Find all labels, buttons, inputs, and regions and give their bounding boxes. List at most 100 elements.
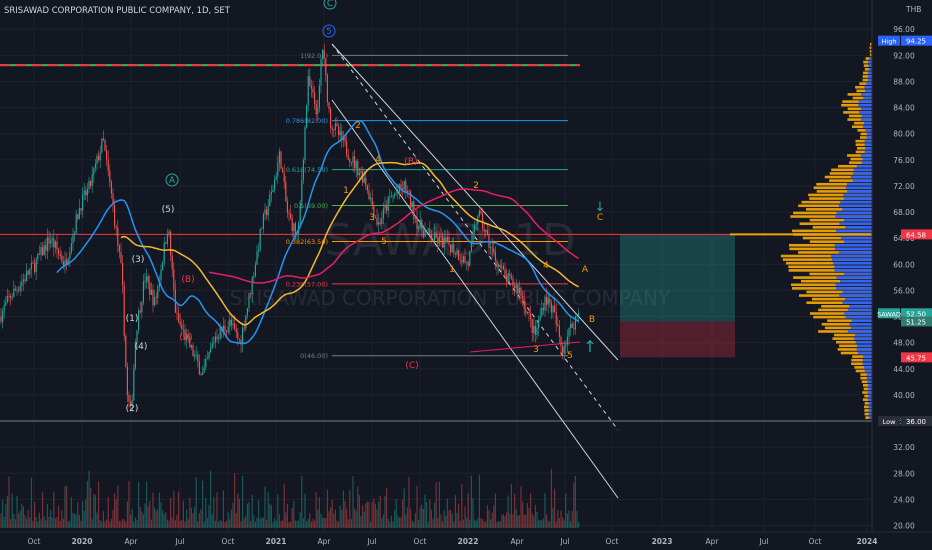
candle-body <box>243 327 245 329</box>
volume-bar <box>490 519 492 528</box>
volume-profile-row-total <box>854 366 872 369</box>
volume-bar <box>450 510 452 528</box>
volume-profile-row-up <box>864 366 872 369</box>
channel-lower-line[interactable] <box>331 99 619 499</box>
volume-profile-row-total <box>840 351 872 355</box>
volume-bar <box>278 514 280 528</box>
bottom-trend-line[interactable] <box>469 341 581 353</box>
candle-body <box>509 273 511 276</box>
candle-body <box>502 266 504 270</box>
candle-body <box>346 141 348 155</box>
volume-bar <box>362 505 364 528</box>
candle-body <box>514 286 516 289</box>
price-tag-background <box>901 308 932 319</box>
volume-bar <box>464 506 466 528</box>
volume-bar <box>355 510 357 528</box>
candle-body <box>485 230 487 232</box>
volume-profile-row-total <box>790 283 872 287</box>
candle-body <box>40 247 42 255</box>
volume-profile-row-total <box>806 301 872 305</box>
candle-body <box>19 286 21 291</box>
candle-body <box>288 212 290 214</box>
price-axis[interactable]: 20.00 24.00 28.00 32.00 36.00 40.00 44.00 48.00… <box>871 0 932 550</box>
candle-body <box>392 195 394 197</box>
volume-bar <box>475 520 477 528</box>
volume-profile-row-total <box>791 287 872 290</box>
volume-profile-row-total <box>847 93 872 96</box>
candle-body <box>437 237 439 244</box>
volume-bar <box>160 502 162 528</box>
volume-bar <box>131 509 133 528</box>
candle-body <box>285 181 287 202</box>
volume-profile-row-total <box>838 164 872 168</box>
candle-body <box>374 216 376 218</box>
volume-bar <box>368 501 370 528</box>
candle-body <box>518 287 520 294</box>
candle-body <box>486 230 488 234</box>
trend-channel[interactable] <box>331 43 619 499</box>
candle-body <box>493 248 495 253</box>
volume-bar <box>416 485 418 528</box>
volume-bar <box>470 475 472 528</box>
candle-body <box>534 325 536 335</box>
candle-body <box>419 219 421 228</box>
candle-body <box>3 305 5 311</box>
volume-profile-row-total <box>809 312 872 315</box>
volume-bar <box>446 498 448 528</box>
volume-profile-row-total <box>864 394 872 398</box>
candle-body <box>416 218 418 230</box>
volume-bar <box>557 510 559 528</box>
candle-body <box>102 138 104 141</box>
volume-profile-row-total <box>855 85 872 89</box>
candle-body <box>120 251 122 264</box>
volume-bar <box>456 513 458 528</box>
candle-body <box>483 228 485 232</box>
volume-bar <box>283 483 285 528</box>
volume-bar <box>397 515 399 528</box>
time-axis[interactable]: Oct 2020 Apr Jul Oct 2021 Apr Jul Oct 2022 Apr Jul O… <box>0 531 932 546</box>
volume-bar <box>275 521 277 528</box>
candle-body <box>139 310 141 313</box>
candle-body <box>379 222 381 224</box>
volume-profile-row-total <box>847 154 872 157</box>
candle-body <box>269 194 271 207</box>
candle-body <box>525 308 527 314</box>
volume-bar <box>360 515 362 528</box>
channel-upper-line[interactable] <box>331 43 619 361</box>
candle-body <box>34 263 36 272</box>
volume-profile-row-up <box>867 391 872 394</box>
candle-body <box>83 190 85 195</box>
candle-body <box>197 354 199 362</box>
volume-profile-row-total <box>863 60 872 64</box>
volume-bar <box>261 517 263 528</box>
volume-profile-row-up <box>842 301 872 305</box>
volume-bar <box>411 520 413 528</box>
time-tick-label: Apr <box>125 537 139 546</box>
channel-middle-line[interactable] <box>331 43 619 431</box>
volume-bar <box>496 521 498 528</box>
volume-bar <box>462 519 464 528</box>
candle-body <box>110 181 112 194</box>
volume-bar <box>208 504 210 528</box>
volume-bar <box>427 521 429 528</box>
volume-bar <box>280 521 282 528</box>
time-tick-label: Apr <box>706 537 720 546</box>
volume-bar <box>350 519 352 528</box>
volume-bar <box>515 509 517 528</box>
candle-body <box>352 156 354 163</box>
candle-body <box>395 193 397 195</box>
volume-profile-row-total <box>837 348 872 351</box>
candle-body <box>226 330 228 332</box>
price-tick-label: 28.00 <box>893 469 915 478</box>
candle-body <box>214 336 216 343</box>
volume-bar <box>46 504 48 528</box>
volume-profile-row-total <box>869 53 872 57</box>
candle-body <box>366 185 368 191</box>
volume-bar <box>390 515 392 528</box>
volume-profile-row-total <box>813 186 872 190</box>
volume-bar <box>109 521 111 528</box>
long-position-box[interactable] <box>620 234 735 358</box>
price-tag-value: 45.75 <box>906 354 926 362</box>
volume-profile-row-total <box>839 344 872 348</box>
